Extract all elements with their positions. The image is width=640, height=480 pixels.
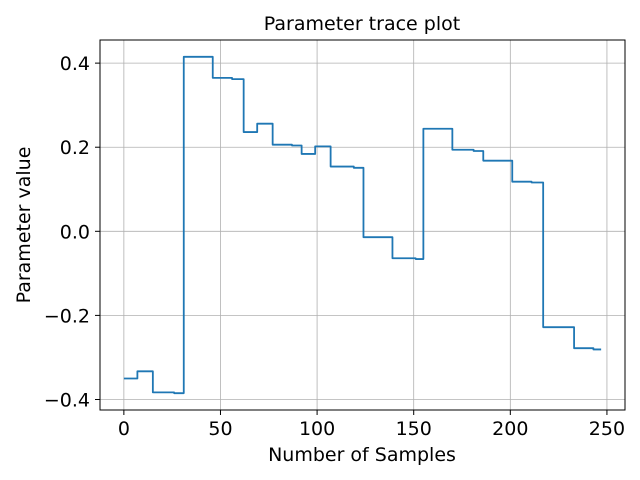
y-tick-label: −0.4 (44, 389, 90, 411)
x-tick-label: 250 (589, 418, 625, 440)
x-tick-label: 200 (492, 418, 528, 440)
plot-frame (99, 39, 626, 411)
y-tick-label: −0.2 (44, 305, 90, 327)
trace-line (123, 55, 602, 395)
y-tick-label: 0.2 (60, 137, 90, 159)
y-axis-label: Parameter value (13, 147, 35, 304)
series-layer (123, 55, 602, 395)
y-axis: −0.4 −0.2 0.0 0.2 0.4 (44, 53, 100, 411)
grid (100, 40, 625, 410)
x-tick-label: 0 (118, 418, 130, 440)
y-tick-label: 0.0 (60, 221, 90, 243)
x-tick-label: 150 (396, 418, 432, 440)
x-tick-label: 50 (208, 418, 232, 440)
x-axis-label: Number of Samples (268, 444, 456, 466)
x-axis: 0 50 100 150 200 250 (118, 410, 625, 440)
x-tick-label: 100 (299, 418, 335, 440)
chart-title: Parameter trace plot (264, 13, 460, 35)
y-tick-label: 0.4 (60, 53, 90, 75)
